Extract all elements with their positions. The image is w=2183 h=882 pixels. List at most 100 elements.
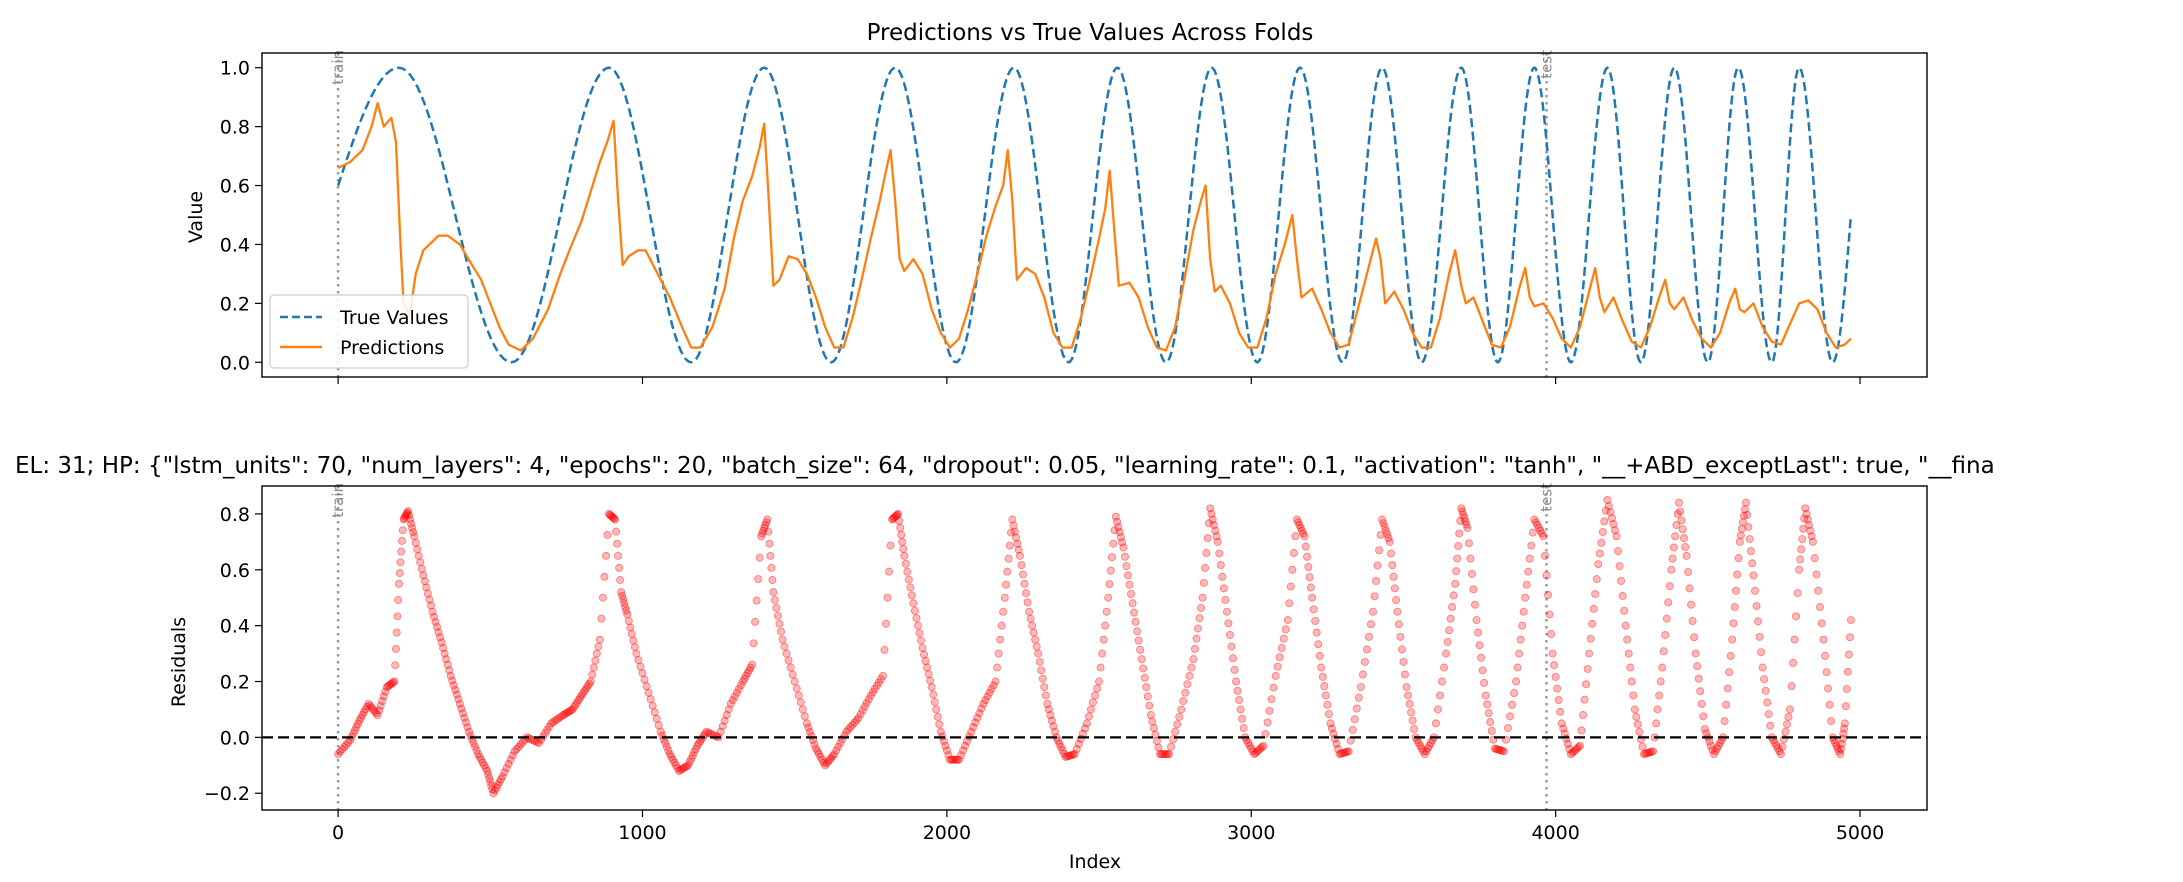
residual-point: [1751, 586, 1760, 595]
residual-point: [906, 583, 915, 592]
residual-point: [722, 711, 731, 720]
residual-point: [881, 619, 890, 628]
residual-point: [1370, 592, 1379, 601]
residual-point: [656, 727, 665, 736]
residual-point: [1764, 710, 1773, 719]
residual-point: [648, 701, 657, 710]
residual-point: [1678, 525, 1687, 534]
residual-point: [1265, 706, 1274, 715]
residual-point: [1202, 549, 1211, 558]
residual-point: [665, 750, 674, 759]
residual-point: [1213, 537, 1222, 546]
residual-point: [1557, 719, 1566, 728]
residual-point: [487, 781, 496, 790]
residual-point: [1203, 534, 1212, 543]
residual-point: [414, 551, 423, 560]
residual-point: [1802, 509, 1811, 518]
residual-point: [617, 588, 626, 597]
residual-point: [1588, 619, 1597, 628]
residual-point: [1677, 516, 1686, 525]
top-panel: Predictions vs True Values Across Folds …: [185, 20, 1928, 384]
residual-point: [1460, 514, 1469, 523]
residual-point: [1720, 717, 1729, 726]
residual-point: [1589, 604, 1598, 613]
residual-point: [967, 727, 976, 736]
residual-point: [661, 738, 670, 747]
residual-point: [630, 643, 639, 652]
residual-point: [1451, 579, 1460, 588]
residual-point: [601, 551, 610, 560]
residual-point: [481, 764, 490, 773]
residual-point: [1291, 532, 1300, 541]
residual-point: [1455, 529, 1464, 538]
residual-point: [1306, 583, 1315, 592]
residual-point: [1123, 571, 1132, 580]
residual-point: [1211, 526, 1220, 535]
residual-point: [1842, 684, 1851, 693]
residual-point: [1066, 751, 1075, 760]
residual-point: [1800, 514, 1809, 523]
residual-point: [782, 649, 791, 658]
residual-point: [1621, 621, 1630, 630]
residual-point: [880, 645, 889, 654]
residual-point: [1530, 515, 1539, 524]
residual-point: [1259, 741, 1268, 750]
residual-point: [1064, 752, 1073, 761]
residual-point: [1004, 554, 1013, 563]
residual-point: [1591, 590, 1600, 599]
residual-point: [1665, 582, 1674, 591]
residual-point: [929, 690, 938, 699]
residual-point: [935, 720, 944, 729]
residual-point: [898, 537, 907, 546]
residual-point: [846, 723, 855, 732]
residual-point: [1690, 633, 1699, 642]
residual-point: [344, 738, 353, 747]
residual-point: [1793, 589, 1802, 598]
residual-point: [1676, 507, 1685, 516]
residual-point: [1001, 580, 1010, 589]
residual-point: [443, 660, 452, 669]
residual-point: [1790, 635, 1799, 644]
residual-point: [1711, 747, 1720, 756]
residual-point: [813, 747, 822, 756]
residual-point: [1343, 747, 1352, 756]
residual-point: [1420, 750, 1429, 759]
residual-point: [1658, 663, 1667, 672]
residual-point: [878, 671, 887, 680]
residual-point: [1063, 752, 1072, 761]
residual-point: [825, 755, 834, 764]
residual-point: [1442, 649, 1451, 658]
residual-point: [634, 656, 643, 665]
residual-point: [1841, 702, 1850, 711]
residual-point: [1757, 648, 1766, 657]
residual-point: [955, 755, 964, 764]
residual-point: [545, 722, 554, 731]
residual-point: [1571, 745, 1580, 754]
residual-point: [1152, 737, 1161, 746]
residual-point: [1118, 538, 1127, 547]
residual-point: [1554, 696, 1563, 705]
residual-point: [356, 713, 365, 722]
residual-point: [1026, 614, 1035, 623]
residual-point: [605, 509, 614, 518]
residual-point: [436, 633, 445, 642]
residual-point: [1425, 741, 1434, 750]
y-tick-label: 0.4: [220, 234, 250, 256]
residual-point: [834, 742, 843, 751]
residual-point: [1475, 641, 1484, 650]
residual-point: [1568, 748, 1577, 757]
residual-point: [608, 512, 617, 521]
residual-point: [772, 603, 781, 612]
residual-point: [1614, 547, 1623, 556]
residual-point: [1440, 663, 1449, 672]
residual-point: [624, 617, 633, 626]
residual-point: [1548, 649, 1557, 658]
residual-point: [576, 693, 585, 702]
residual-point: [411, 538, 420, 547]
residual-point: [1227, 642, 1236, 651]
residual-point: [1597, 538, 1606, 547]
residual-point: [437, 638, 446, 647]
marker-label-train: train: [329, 483, 347, 518]
residual-point: [991, 677, 1000, 686]
residual-point: [1831, 738, 1840, 747]
